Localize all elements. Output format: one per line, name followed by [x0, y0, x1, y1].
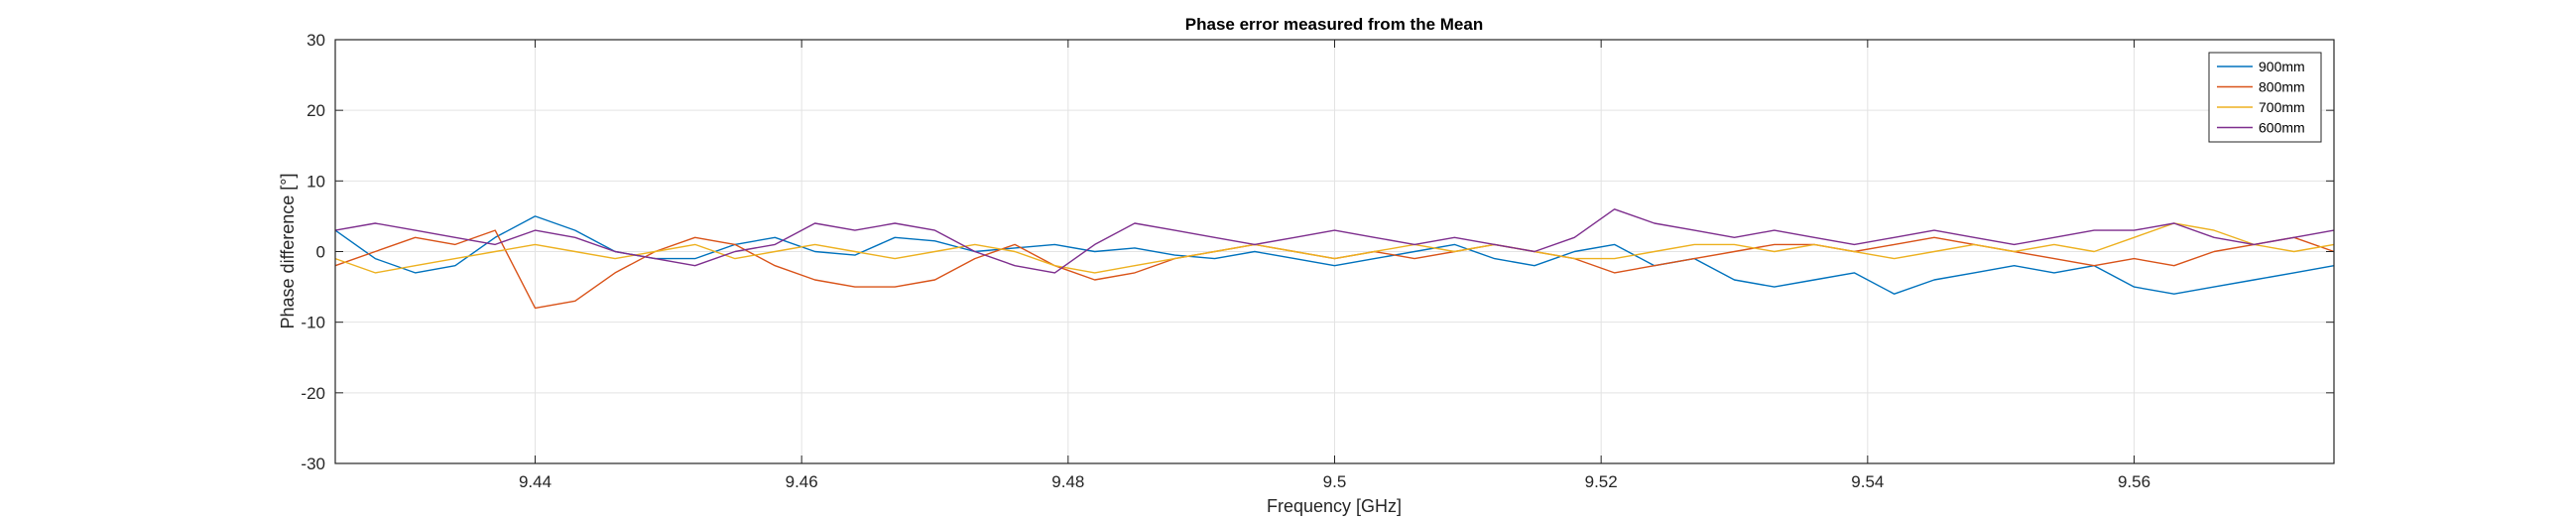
legend-label: 800mm: [2259, 79, 2305, 95]
legend-label: 700mm: [2259, 99, 2305, 115]
y-tick-label: -10: [301, 314, 325, 332]
y-tick-label: 10: [307, 172, 325, 191]
y-tick-label: 30: [307, 31, 325, 50]
legend-label: 600mm: [2259, 120, 2305, 136]
x-tick-label: 9.44: [519, 472, 552, 491]
x-tick-label: 9.5: [1323, 472, 1347, 491]
series-lines: [334, 208, 2335, 310]
series-line-600mm: [334, 208, 2335, 274]
y-tick-label: -20: [301, 384, 325, 403]
x-tick-label: 9.52: [1585, 472, 1618, 491]
series-line-700mm: [334, 222, 2335, 274]
legend: 900mm 800mm 700mm 600mm: [2208, 52, 2322, 143]
tick-labels: 9.44 9.46 9.48 9.5 9.52 9.54 9.56 -30 -20 -10 0 10 2…: [301, 31, 2334, 491]
x-tick-label: 9.46: [786, 472, 818, 491]
x-tick-label: 9.54: [1851, 472, 1884, 491]
y-tick-label: 20: [307, 101, 325, 120]
y-axis-label: Phase difference [°]: [278, 174, 298, 329]
x-tick-label: 9.48: [1051, 472, 1084, 491]
legend-label: 900mm: [2259, 59, 2305, 74]
y-tick-label: 0: [316, 243, 325, 262]
y-tick-label: -30: [301, 455, 325, 473]
chart-title: Phase error measured from the Mean: [1185, 15, 1483, 34]
x-tick-label: 9.56: [2118, 472, 2150, 491]
series-line-900mm: [334, 215, 2335, 295]
x-axis-label: Frequency [GHz]: [1267, 496, 1402, 516]
